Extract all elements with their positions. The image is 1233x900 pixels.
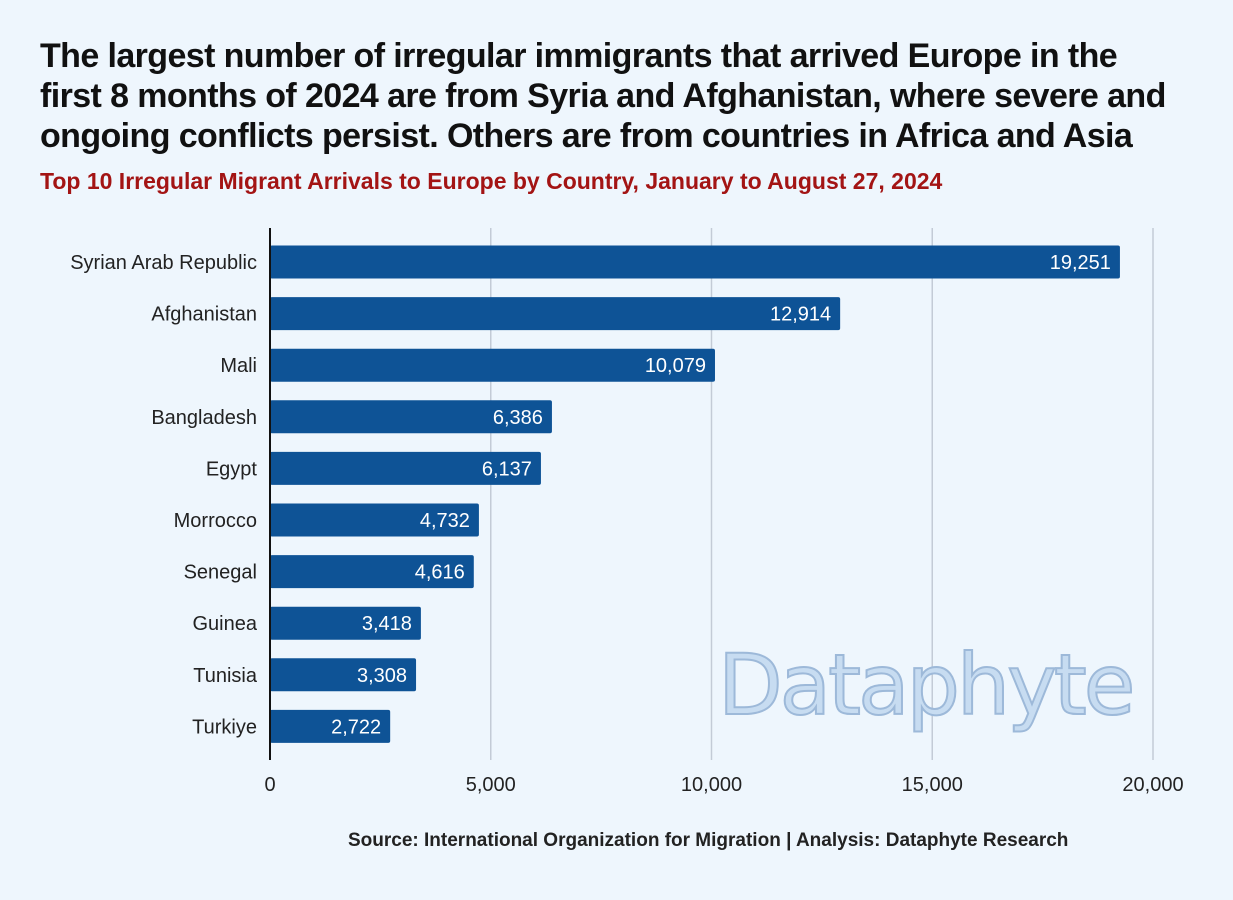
bar [270,451,541,485]
x-tick-label: 20,000 [1122,774,1183,796]
category-label: Guinea [193,613,258,635]
bar [270,658,417,692]
category-label: Morrocco [174,510,257,532]
bar-value-label: 4,732 [420,510,470,532]
category-label: Tunisia [193,665,258,687]
bar-value-label: 6,137 [482,458,532,480]
chart-subtitle: Top 10 Irregular Migrant Arrivals to Eur… [40,168,943,194]
x-tick-label: 0 [264,774,275,796]
category-label: Mali [220,355,257,377]
bar-value-label: 4,616 [415,562,465,584]
bar [270,348,715,382]
bar [270,400,552,434]
chart-title-line: ongoing conflicts persist. Others are fr… [40,117,1133,155]
category-label: Turkiye [192,716,257,738]
watermark-logo: Dataphyte [717,635,1136,735]
category-label: Syrian Arab Republic [70,252,257,274]
bar-value-label: 10,079 [645,355,706,377]
bar [270,503,479,537]
bar-value-label: 12,914 [770,304,831,326]
bar-value-label: 6,386 [493,407,543,429]
bar-value-label: 19,251 [1050,252,1111,274]
bar [270,709,391,743]
chart-source: Source: International Organization for M… [348,830,1069,851]
bar-value-label: 3,418 [362,613,412,635]
bar-value-label: 3,308 [357,665,407,687]
category-label: Senegal [184,562,257,584]
x-tick-label: 5,000 [466,774,516,796]
bar-value-label: 2,722 [331,716,381,738]
bar [270,245,1120,279]
bar [270,606,421,640]
bar [270,555,474,589]
category-label: Bangladesh [151,407,257,429]
category-label: Egypt [206,458,258,480]
category-label: Afghanistan [151,304,257,326]
chart-title-line: The largest number of irregular immigran… [40,37,1118,75]
chart-title: The largest number of irregular immigran… [40,36,1200,156]
chart-title-line: first 8 months of 2024 are from Syria an… [40,77,1166,115]
x-tick-label: 15,000 [902,774,963,796]
bar [270,297,841,331]
x-tick-label: 10,000 [681,774,742,796]
